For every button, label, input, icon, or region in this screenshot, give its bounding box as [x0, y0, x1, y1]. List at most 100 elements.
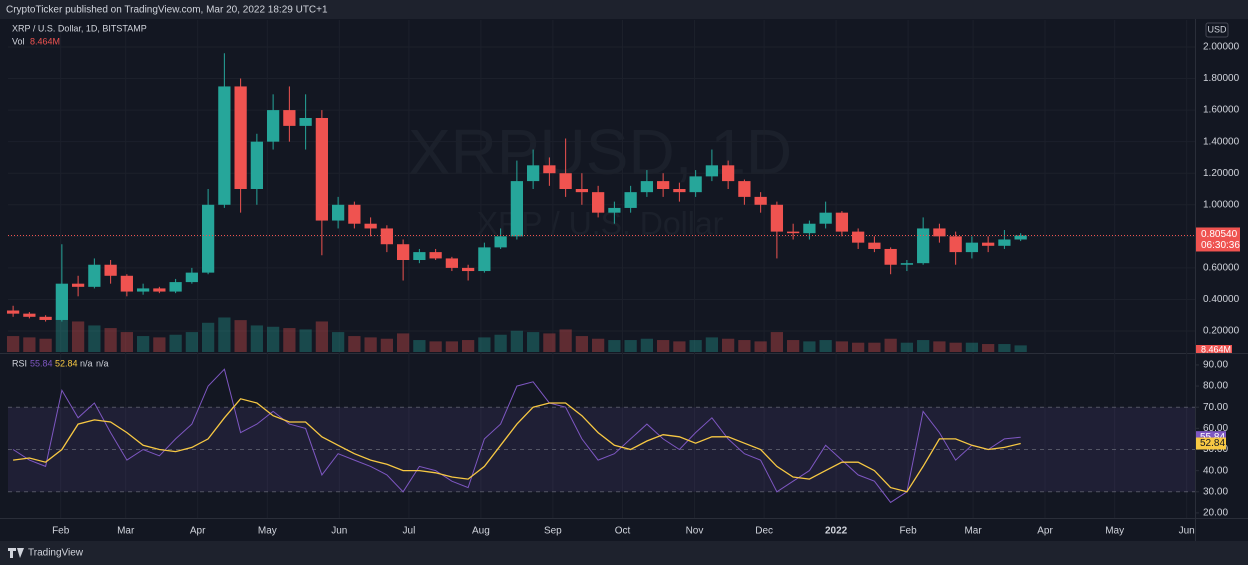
- volume-bar: [803, 341, 816, 352]
- volume-bar: [884, 338, 897, 352]
- candle-body: [201, 204, 215, 273]
- candle-body: [770, 204, 784, 232]
- y-tick-label: 2.00000: [1203, 42, 1240, 53]
- footer-bar: [0, 541, 1248, 565]
- candle-body: [510, 181, 524, 237]
- x-tick-label: Apr: [1037, 526, 1053, 537]
- x-tick-label: Oct: [615, 526, 631, 537]
- x-tick-label: Jun: [331, 526, 347, 537]
- volume-bar: [201, 322, 215, 352]
- candle-body: [23, 313, 36, 317]
- volume-bar: [559, 329, 572, 352]
- volume-bar: [462, 340, 475, 352]
- candle-body: [250, 141, 263, 189]
- volume-bar: [933, 341, 946, 352]
- rsi-legend-extra: n/a: [96, 358, 109, 368]
- x-tick-label: Dec: [755, 526, 773, 537]
- volume-bar: [315, 321, 328, 352]
- volume-bar: [478, 337, 491, 352]
- y-tick-label: 0.20000: [1203, 326, 1240, 337]
- volume-bar: [445, 341, 459, 352]
- candle-body: [266, 110, 280, 142]
- countdown: 06:30:36: [1201, 240, 1240, 251]
- candle-body: [88, 264, 101, 287]
- volume-bar: [331, 332, 345, 352]
- volume-bar: [380, 338, 393, 352]
- x-tick-label: Apr: [190, 526, 206, 537]
- volume-bar: [153, 337, 166, 352]
- candle-body: [575, 188, 589, 193]
- volume-bar: [592, 338, 605, 352]
- candle-body: [331, 204, 345, 221]
- y-tick-label: 1.80000: [1203, 73, 1240, 84]
- candle-body: [998, 239, 1011, 246]
- y-tick-label: 1.40000: [1203, 136, 1240, 147]
- rsi-legend-value: 55.84: [30, 358, 53, 368]
- y-tick-label: 30.00: [1203, 486, 1228, 497]
- x-tick-label: Mar: [117, 526, 135, 537]
- volume-bar: [543, 333, 556, 352]
- volume-bar: [6, 336, 20, 352]
- volume-bar: [494, 334, 507, 352]
- candle-body: [917, 228, 930, 264]
- candle-body: [55, 283, 68, 320]
- candle-body: [104, 264, 117, 276]
- rsi-badge: [1196, 437, 1226, 450]
- candle-body: [283, 110, 296, 126]
- candle-body: [218, 86, 231, 205]
- volume-bar: [23, 337, 36, 352]
- candle-body: [900, 263, 914, 265]
- volume-bar: [787, 340, 800, 352]
- candle-body: [1014, 235, 1027, 240]
- candle-body: [39, 316, 52, 320]
- currency-box: [1205, 22, 1229, 38]
- volume-bar: [250, 325, 263, 352]
- volume-bar: [982, 344, 995, 352]
- candle-body: [592, 192, 605, 213]
- volume-bar: [71, 321, 85, 352]
- volume-bar: [364, 337, 377, 352]
- volume-bar: [852, 342, 865, 352]
- volume-bar: [608, 340, 621, 352]
- volume-legend-value: 8.464M: [30, 36, 60, 46]
- volume-bar: [624, 340, 637, 352]
- volume-bar: [348, 336, 361, 352]
- volume-bar: [266, 326, 280, 352]
- rsi-badge-label: 52.84: [1200, 438, 1225, 449]
- candle-body: [445, 258, 459, 268]
- volume-bar: [819, 340, 832, 352]
- volume-bar: [917, 340, 930, 352]
- candle-body: [494, 236, 507, 248]
- candle-body: [738, 181, 751, 197]
- x-tick-label: Aug: [472, 526, 490, 537]
- volume-bar: [689, 340, 702, 352]
- volume-bar: [234, 320, 247, 352]
- candle-body: [949, 236, 962, 253]
- volume-badge-label: 8.464M: [1201, 344, 1231, 354]
- candle-body: [835, 212, 849, 232]
- volume-bar: [705, 337, 719, 352]
- rsi-legend-title: RSI: [12, 358, 27, 368]
- candle-body: [348, 204, 361, 224]
- volume-bar: [527, 332, 540, 352]
- rsi-badge-label: 55.84: [1200, 432, 1225, 443]
- candle-body: [868, 242, 881, 249]
- candle-body: [965, 242, 979, 253]
- volume-bar: [510, 330, 524, 352]
- y-tick-label: 0.40000: [1203, 294, 1240, 305]
- candle-body: [299, 117, 312, 126]
- x-tick-label: May: [258, 526, 277, 537]
- x-tick-label: Sep: [544, 526, 562, 537]
- x-tick-label: 2022: [825, 526, 848, 537]
- volume-bar: [104, 328, 117, 352]
- candle-body: [429, 252, 442, 259]
- candle-body: [478, 247, 491, 272]
- volume-bar: [218, 317, 231, 352]
- volume-bar: [900, 342, 914, 352]
- footer-brand: TradingView: [28, 548, 84, 559]
- volume-bar: [949, 342, 962, 352]
- candle-body: [608, 207, 621, 213]
- header-text: CryptoTicker published on TradingView.co…: [6, 5, 328, 16]
